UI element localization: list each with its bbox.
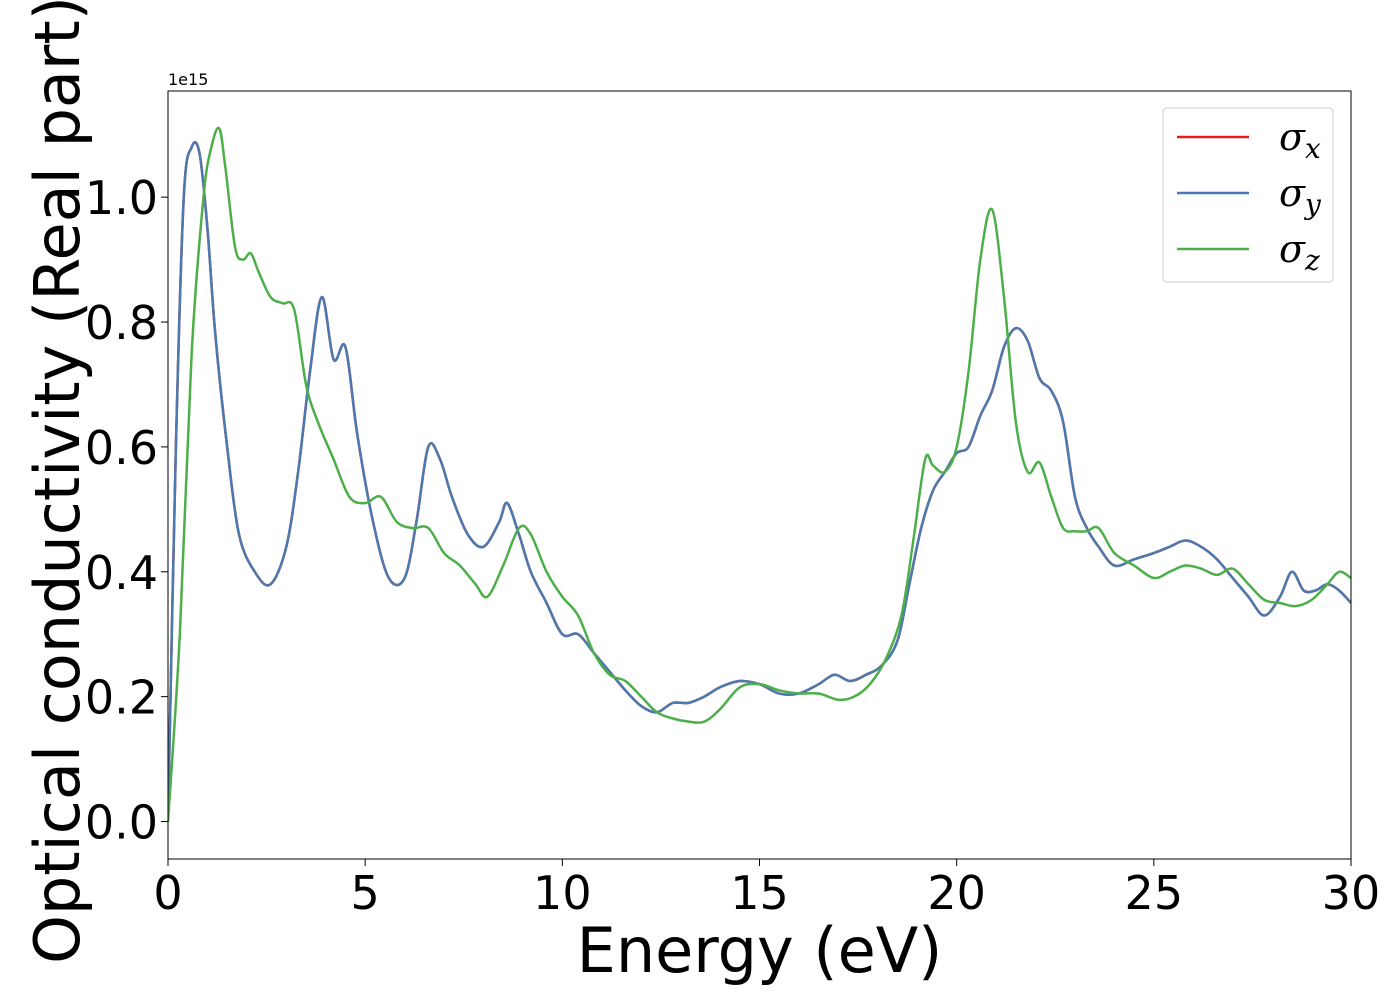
x-tick-label: 30 bbox=[1322, 866, 1381, 920]
series-line-z bbox=[168, 126, 1351, 822]
y-axis-title: Optical conductivity (Real part) bbox=[21, 0, 94, 964]
y-tick-label: 1.0 bbox=[85, 171, 158, 225]
legend: σx σy σz bbox=[1162, 107, 1334, 283]
legend-label-z: σz bbox=[1279, 227, 1320, 277]
x-axis-ticks: 0 5 10 15 20 25 30 bbox=[153, 859, 1380, 920]
series-line-y bbox=[168, 141, 1351, 822]
series-lines bbox=[168, 126, 1351, 822]
x-axis-title: Energy (eV) bbox=[577, 914, 943, 987]
y-tick-label: 0.2 bbox=[85, 671, 158, 725]
legend-label-y: σy bbox=[1279, 171, 1322, 221]
y-tick-label: 0.0 bbox=[85, 796, 158, 850]
x-tick-label: 20 bbox=[927, 866, 986, 920]
y-tick-label: 0.6 bbox=[85, 421, 158, 475]
x-tick-label: 5 bbox=[351, 866, 380, 920]
x-tick-label: 10 bbox=[533, 866, 592, 920]
x-tick-label: 0 bbox=[153, 866, 182, 920]
y-axis-ticks: 0.0 0.2 0.4 0.6 0.8 1.0 bbox=[85, 171, 168, 850]
legend-label-x: σx bbox=[1279, 115, 1321, 165]
x-tick-label: 15 bbox=[730, 866, 789, 920]
y-tick-label: 0.4 bbox=[85, 546, 158, 600]
legend-box bbox=[1162, 107, 1334, 283]
x-tick-label: 25 bbox=[1125, 866, 1184, 920]
y-tick-label: 0.8 bbox=[85, 296, 158, 350]
y-offset-text: 1e15 bbox=[168, 70, 208, 89]
